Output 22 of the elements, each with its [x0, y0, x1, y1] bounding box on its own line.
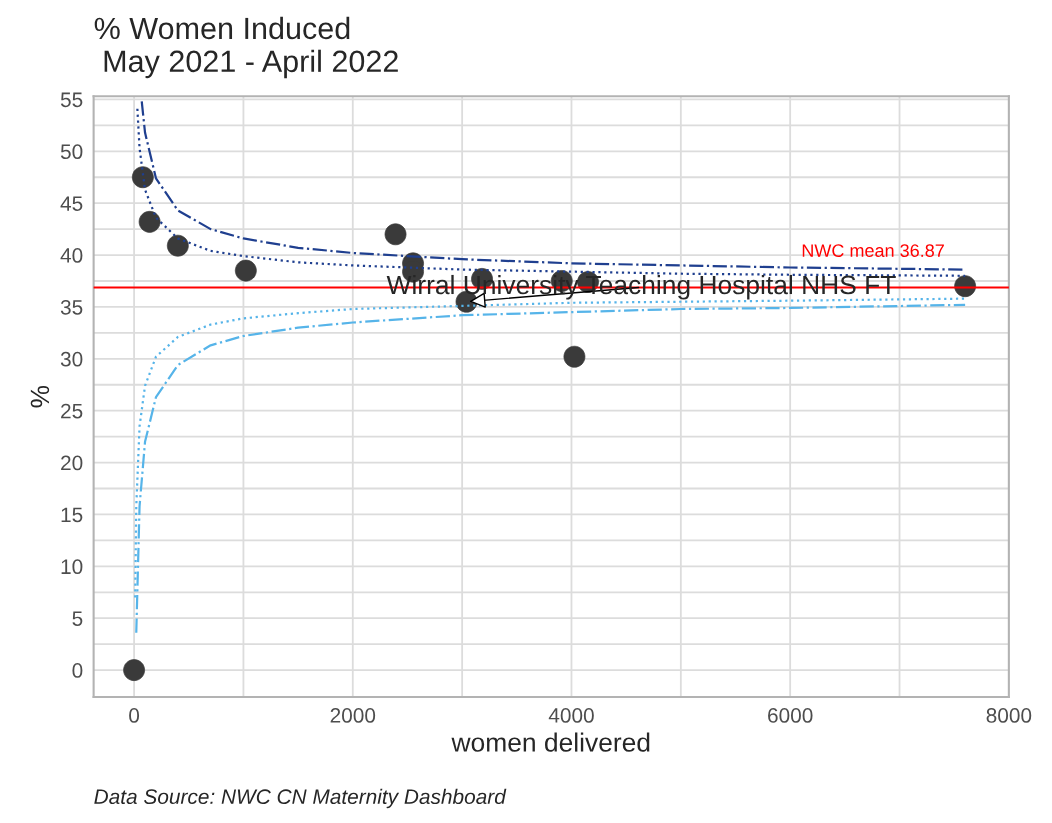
- x-axis-title: women delivered: [451, 732, 650, 752]
- x-tick-label: 8000: [986, 708, 1032, 723]
- y-tick-label: 30: [60, 351, 83, 367]
- y-tick-label: 10: [61, 559, 83, 575]
- y-tick-label: 0: [72, 663, 83, 678]
- y-tick-label: 35: [60, 299, 83, 315]
- y-tick-label: 5: [72, 611, 83, 626]
- x-tick-label: 6000: [768, 708, 813, 723]
- y-tick-label: 55: [60, 92, 83, 108]
- y-tick-label: 40: [60, 248, 83, 263]
- y-tick-label: 45: [60, 196, 83, 211]
- ref-line-label: NWC mean 36.87: [802, 244, 944, 257]
- x-tick-label: 2000: [330, 708, 376, 723]
- x-tick-label: 4000: [548, 708, 594, 723]
- y-axis-title: %: [30, 385, 50, 408]
- x-tick-label: 0: [129, 708, 140, 723]
- y-tick-label: 15: [61, 507, 83, 523]
- y-tick-label: 25: [61, 403, 83, 419]
- y-tick-label: 50: [60, 144, 83, 160]
- source-note: Data Source: NWC CN Maternity Dashboard: [94, 788, 507, 809]
- y-tick-label: 20: [61, 455, 83, 471]
- chart-title: % Women Induced May 2021 - April 2022: [94, 16, 398, 79]
